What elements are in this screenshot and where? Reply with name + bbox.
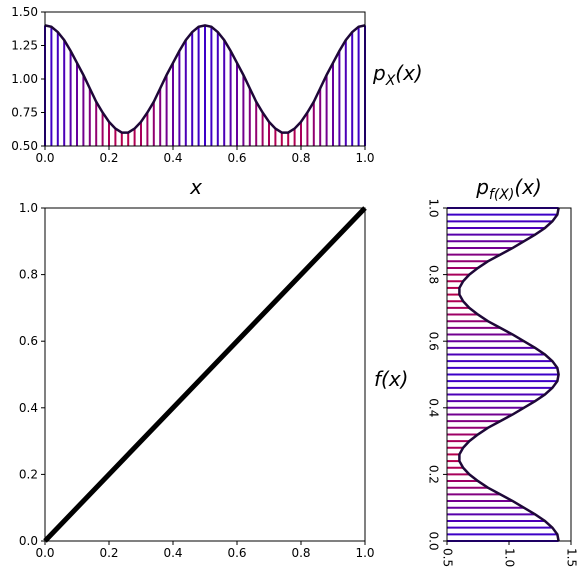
y-tick-label: 1.0: [19, 201, 38, 215]
y-tick-label: 0.4: [427, 398, 441, 417]
y-tick-label: 0.8: [19, 268, 38, 282]
x-tick-label: 0.8: [291, 546, 310, 560]
y-label: pX(x): [372, 61, 423, 89]
x-tick-label: 0.4: [163, 546, 182, 560]
x-tick-label: 0.0: [35, 546, 54, 560]
density-curve: [44, 24, 366, 134]
line: [43, 206, 367, 543]
label-part: X: [385, 73, 396, 89]
y-tick-label: 1.0: [427, 198, 441, 217]
label-part: p: [475, 175, 489, 199]
x-tick-label: 1.0: [355, 546, 374, 560]
x-label: x: [189, 175, 202, 199]
label-part: f(X): [489, 187, 514, 203]
x-tick-label: 0.8: [291, 151, 310, 165]
x-tick-label: 0.0: [35, 151, 54, 165]
x-tick-label: 1.5: [565, 548, 578, 567]
x-tick-label: 1.0: [503, 548, 517, 567]
y-tick-label: 0.0: [427, 531, 441, 550]
title: pf(X)(x): [475, 175, 542, 203]
x-tick-label: 0.6: [227, 546, 246, 560]
y-tick-label: 0.2: [427, 465, 441, 484]
y-tick-label: 0.8: [427, 265, 441, 284]
axes-frame: [44, 207, 366, 542]
x-tick-label: 0.4: [163, 151, 182, 165]
y-tick-label: 0.2: [19, 467, 38, 481]
label-part: (x): [395, 61, 422, 85]
x-tick-label: 0.5: [441, 548, 455, 567]
y-label: f(x): [374, 367, 408, 391]
y-tick-label: 0.6: [427, 332, 441, 351]
y-tick-label: 0.75: [11, 106, 38, 120]
x-tick-label: 0.2: [99, 546, 118, 560]
y-tick-label: 0.50: [11, 139, 38, 153]
y-tick-label: 1.00: [11, 72, 38, 86]
label-part: (x): [514, 175, 541, 199]
x-tick-label: 0.6: [227, 151, 246, 165]
y-tick-label: 0.4: [19, 401, 38, 415]
y-tick-label: 1.25: [11, 39, 38, 53]
y-tick-label: 0.0: [19, 534, 38, 548]
x-tick-label: 1.0: [355, 151, 374, 165]
y-tick-label: 1.50: [11, 5, 38, 19]
x-tick-label: 0.2: [99, 151, 118, 165]
y-tick-label: 0.6: [19, 334, 38, 348]
density-curve: [458, 207, 560, 542]
label-part: p: [372, 61, 386, 85]
